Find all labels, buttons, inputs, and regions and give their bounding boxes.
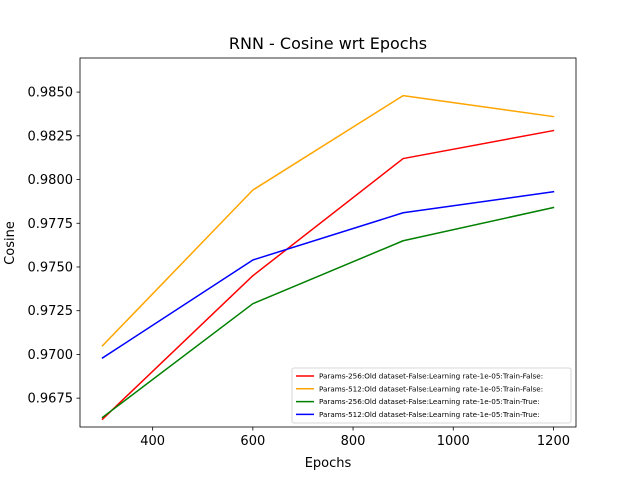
legend-entry-label: Params-512:Old dataset-False:Learning ra… xyxy=(319,384,543,393)
series-layer xyxy=(101,94,555,421)
x-tick-label: 1000 xyxy=(437,434,470,449)
legend-entry-label: Params-256:Old dataset-False:Learning ra… xyxy=(319,397,540,406)
x-tick-label: 1200 xyxy=(537,434,570,449)
x-tick-label: 400 xyxy=(140,434,165,449)
y-tick-label: 0.9825 xyxy=(28,129,74,144)
series-line-4 xyxy=(101,190,555,359)
y-tick-label: 0.9700 xyxy=(28,348,74,363)
y-tick-label: 0.9750 xyxy=(28,260,74,275)
legend-entry-label: Params-512:Old dataset-False:Learning ra… xyxy=(319,410,540,419)
y-tick-label: 0.9675 xyxy=(28,392,74,407)
y-axis-label: Cosine xyxy=(3,221,18,265)
plot-frame xyxy=(79,57,577,428)
x-axis-label: Epochs xyxy=(305,456,352,471)
legend-entry-label: Params-256:Old dataset-False:Learning ra… xyxy=(319,372,543,381)
x-tick-label: 800 xyxy=(341,434,366,449)
y-tick-label: 0.9725 xyxy=(28,304,74,319)
axes-layer: 400 600 800 1000 1200 0.9675 0.9700 0.9725 0.975… xyxy=(28,57,577,449)
y-tick-label: 0.9775 xyxy=(28,217,74,232)
y-tick-label: 0.9850 xyxy=(28,86,74,101)
chart-title: RNN - Cosine wrt Epochs xyxy=(229,34,427,53)
series-line-2 xyxy=(101,94,555,347)
legend-box xyxy=(291,367,572,424)
series-line-1 xyxy=(101,129,555,421)
series-line-3 xyxy=(101,206,555,419)
legend: Params-256:Old dataset-False:Learning ra… xyxy=(291,367,572,424)
y-tick-label: 0.9800 xyxy=(28,173,74,188)
x-tick-label: 600 xyxy=(240,434,265,449)
